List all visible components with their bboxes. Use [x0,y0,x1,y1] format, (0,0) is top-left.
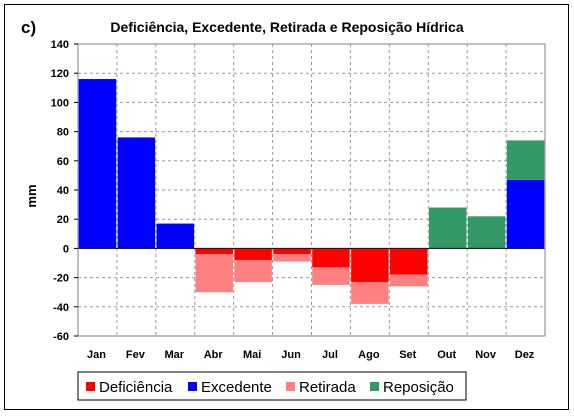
legend-label-excedente: Excedente [201,379,272,396]
y-axis-label: mm [24,184,39,207]
x-tick-label: Jan [87,349,106,361]
y-tick-label: 0 [63,243,69,255]
bar-excedente-fev [117,137,156,249]
x-tick-label: Jun [281,349,301,361]
x-tick-label: Abr [204,349,224,361]
x-tick-label: Set [399,349,416,361]
bar-reposicao-nov [467,216,506,249]
y-tick-label: 140 [51,39,69,51]
bar-excedente-mar [156,223,195,249]
chart-title: Deficiência, Excedente, Retirada e Repos… [110,19,463,35]
legend-swatch-excedente [188,382,197,391]
bar-retirada-jul [312,267,350,285]
x-tick-label: Dez [515,349,535,361]
legend: Deficiência Excedente Retirada Reposição [77,371,467,401]
bar-retirada-mai [234,260,272,282]
x-tick-label: Nov [475,349,497,361]
legend-swatch-retirada [286,382,295,391]
bar-excedente-jan [78,79,117,249]
bar-deficiencia-jun [273,248,311,255]
y-tick-label: 120 [51,68,69,80]
bar-reposicao-out [428,207,467,249]
bar-deficiencia-abr [195,248,233,255]
y-tick-label: 40 [57,185,69,197]
x-tick-label: Mai [243,349,261,361]
legend-swatch-reposicao [370,382,379,391]
bar-excedente-dez [506,179,545,249]
bar-deficiencia-jul [312,248,350,268]
x-tick-label: Mar [165,349,185,361]
x-tick-label: Fev [126,349,146,361]
bar-deficiencia-ago [351,248,389,282]
legend-label-deficiencia: Deficiência [99,379,173,396]
x-tick-label: Out [437,349,456,361]
legend-label-retirada: Retirada [299,379,356,396]
y-tick-label: -20 [53,273,69,285]
y-tick-label: 20 [57,214,69,226]
plot-area: 140 120 100 80 60 40 20 0 -20 -40 -60 Jan Fev Mar Abr M… [51,39,546,361]
x-tick-label: Jul [322,349,338,361]
bar-retirada-abr [195,254,233,293]
y-tick-label: -40 [53,302,69,314]
y-tick-label: 60 [57,156,69,168]
bar-deficiencia-mai [234,248,272,261]
panel-label: c) [21,18,36,37]
bar-retirada-ago [351,281,389,304]
legend-label-reposicao: Reposição [383,379,454,396]
bar-retirada-set [390,274,428,287]
bar-retirada-jun [273,254,311,262]
bar-deficiencia-set [390,248,428,275]
y-tick-label: 80 [57,127,69,139]
y-tick-label: 100 [51,97,69,109]
legend-box [77,371,467,401]
x-tick-label: Ago [358,349,380,361]
bar-reposicao-dez [506,140,545,180]
y-tick-label: -60 [53,331,69,343]
legend-swatch-deficiencia [86,382,95,391]
